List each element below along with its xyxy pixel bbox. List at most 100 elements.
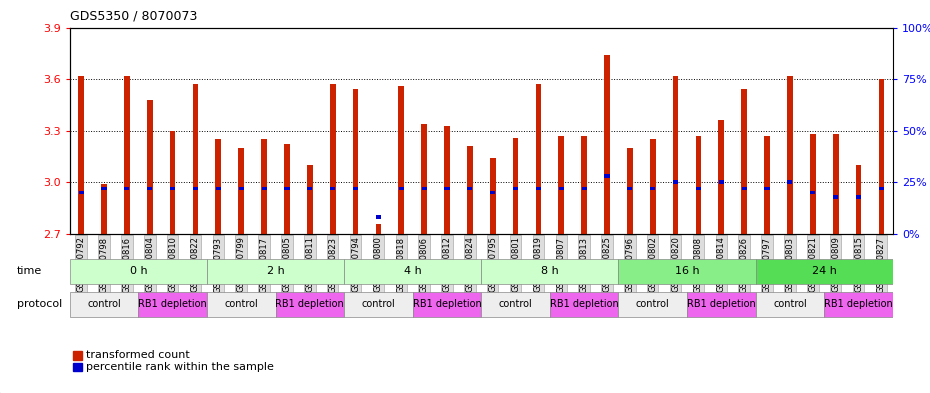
Bar bbox=[216, 187, 221, 190]
Text: RB1 depletion: RB1 depletion bbox=[687, 299, 756, 309]
Bar bbox=[285, 187, 289, 190]
Bar bbox=[206, 259, 344, 284]
Bar bbox=[125, 187, 129, 190]
Bar bbox=[559, 187, 564, 190]
Bar bbox=[73, 363, 82, 371]
Bar bbox=[650, 187, 656, 190]
Text: protocol: protocol bbox=[17, 299, 62, 309]
Bar bbox=[490, 191, 496, 195]
Text: time: time bbox=[17, 266, 43, 275]
Bar bbox=[330, 187, 335, 190]
Bar bbox=[672, 75, 679, 234]
Bar bbox=[330, 84, 336, 234]
Bar bbox=[879, 79, 884, 234]
Bar bbox=[421, 124, 427, 234]
Bar bbox=[79, 191, 84, 195]
Text: RB1 depletion: RB1 depletion bbox=[139, 299, 207, 309]
Bar bbox=[481, 259, 618, 284]
Bar bbox=[193, 84, 198, 234]
Bar bbox=[352, 90, 358, 234]
Bar bbox=[284, 144, 290, 234]
Bar bbox=[344, 259, 482, 284]
Text: 2 h: 2 h bbox=[267, 266, 285, 275]
Bar bbox=[376, 215, 381, 219]
Bar bbox=[139, 292, 206, 317]
Bar bbox=[627, 148, 632, 234]
Bar bbox=[719, 180, 724, 184]
Bar bbox=[445, 125, 450, 234]
Bar bbox=[261, 187, 267, 190]
Bar bbox=[238, 148, 244, 234]
Text: RB1 depletion: RB1 depletion bbox=[413, 299, 482, 309]
Bar bbox=[741, 187, 747, 190]
Text: control: control bbox=[87, 299, 121, 309]
Text: 16 h: 16 h bbox=[675, 266, 699, 275]
Bar bbox=[604, 55, 610, 234]
Text: control: control bbox=[773, 299, 807, 309]
Bar bbox=[421, 187, 427, 190]
Bar bbox=[70, 292, 139, 317]
Text: control: control bbox=[224, 299, 259, 309]
Bar bbox=[810, 134, 816, 234]
Bar bbox=[550, 292, 618, 317]
Text: control: control bbox=[636, 299, 670, 309]
Text: percentile rank within the sample: percentile rank within the sample bbox=[86, 362, 274, 372]
Bar bbox=[604, 174, 609, 178]
Bar bbox=[467, 146, 472, 234]
Text: RB1 depletion: RB1 depletion bbox=[275, 299, 344, 309]
Bar bbox=[124, 75, 130, 234]
Bar bbox=[73, 351, 82, 360]
Bar bbox=[239, 187, 244, 190]
Bar bbox=[581, 187, 587, 190]
Bar bbox=[810, 191, 816, 195]
Bar bbox=[70, 259, 206, 284]
Bar bbox=[650, 139, 656, 234]
Text: transformed count: transformed count bbox=[86, 350, 191, 360]
Bar bbox=[788, 180, 792, 184]
Bar bbox=[833, 195, 838, 198]
Bar bbox=[490, 158, 496, 234]
Bar bbox=[512, 138, 518, 234]
Bar bbox=[398, 86, 405, 234]
Bar bbox=[216, 139, 221, 234]
Bar bbox=[879, 187, 883, 190]
Bar bbox=[170, 187, 175, 190]
Bar bbox=[618, 259, 755, 284]
Bar bbox=[413, 292, 481, 317]
Bar bbox=[764, 136, 770, 234]
Text: control: control bbox=[362, 299, 395, 309]
Bar bbox=[719, 120, 724, 234]
Bar bbox=[536, 187, 541, 190]
Bar bbox=[687, 292, 755, 317]
Bar bbox=[536, 84, 541, 234]
Bar bbox=[856, 165, 861, 234]
Bar bbox=[206, 292, 275, 317]
Bar bbox=[467, 187, 472, 190]
Bar bbox=[445, 187, 449, 190]
Bar bbox=[824, 292, 893, 317]
Text: control: control bbox=[498, 299, 533, 309]
Bar bbox=[307, 187, 312, 190]
Bar bbox=[628, 187, 632, 190]
Bar bbox=[513, 187, 518, 190]
Bar bbox=[581, 136, 587, 234]
Bar bbox=[787, 75, 792, 234]
Bar bbox=[101, 184, 107, 234]
Bar bbox=[147, 187, 153, 190]
Text: 8 h: 8 h bbox=[541, 266, 559, 275]
Bar bbox=[275, 292, 344, 317]
Bar bbox=[764, 187, 770, 190]
Bar bbox=[376, 224, 381, 234]
Bar bbox=[481, 292, 550, 317]
Bar bbox=[101, 187, 107, 190]
Bar bbox=[78, 75, 84, 234]
Bar bbox=[696, 136, 701, 234]
Bar bbox=[755, 292, 824, 317]
Text: 24 h: 24 h bbox=[812, 266, 837, 275]
Text: 4 h: 4 h bbox=[404, 266, 421, 275]
Bar bbox=[344, 292, 413, 317]
Bar bbox=[673, 180, 678, 184]
Bar bbox=[261, 139, 267, 234]
Bar bbox=[193, 187, 198, 190]
Text: RB1 depletion: RB1 depletion bbox=[824, 299, 893, 309]
